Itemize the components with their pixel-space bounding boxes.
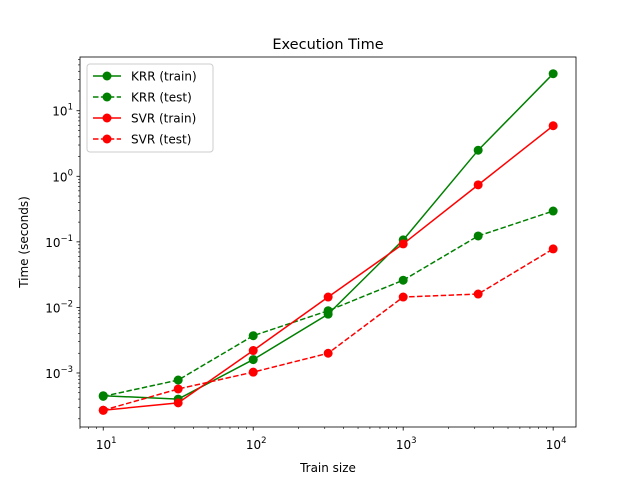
legend-label: SVR (test) (131, 133, 191, 147)
y-tick-label: 10−2 (45, 299, 73, 315)
data-point (248, 355, 258, 365)
data-point (548, 69, 558, 79)
axes-frame (79, 56, 577, 428)
data-point (248, 367, 258, 377)
legend-box (86, 63, 214, 153)
data-point (548, 244, 558, 254)
data-point (473, 180, 483, 190)
data-point (173, 398, 183, 408)
data-point (398, 292, 408, 302)
x-tick-label: 104 (546, 436, 567, 452)
data-point (473, 145, 483, 155)
y-axis-label: Time (seconds) (17, 196, 31, 289)
data-point (398, 239, 408, 249)
legend-label: KRR (test) (131, 91, 192, 105)
legend-label: KRR (train) (131, 70, 197, 84)
data-point (173, 375, 183, 385)
data-point (98, 391, 108, 401)
y-tick-label: 101 (52, 103, 73, 119)
data-point (473, 289, 483, 299)
plot-area: 101 102 103 104 10−3 10−2 10−1 100 101 (45, 56, 577, 452)
data-point (323, 348, 333, 358)
y-tick-label: 10−1 (45, 234, 73, 250)
x-tick-label: 101 (96, 436, 117, 452)
x-axis-label: Train size (299, 461, 356, 475)
series-line-1 (103, 210, 554, 398)
data-point (323, 292, 333, 302)
legend: KRR (train) KRR (test) SVR (train) SVR (tes… (86, 63, 214, 153)
data-point (248, 346, 258, 356)
series-line-3 (103, 248, 554, 411)
data-point (473, 231, 483, 241)
data-point (248, 331, 258, 341)
data-point (98, 405, 108, 415)
data-point (548, 121, 558, 131)
data-point (548, 206, 558, 216)
x-tick-label: 102 (246, 436, 267, 452)
chart-title: Execution Time (272, 37, 383, 53)
x-tick-label: 103 (396, 436, 417, 452)
legend-marker (102, 71, 112, 81)
legend-marker (102, 134, 112, 144)
legend-marker (102, 92, 112, 102)
data-point (323, 306, 333, 316)
data-point (173, 384, 183, 394)
y-tick-label: 10−3 (45, 365, 73, 381)
y-tick-label: 100 (52, 168, 73, 184)
data-point (398, 275, 408, 285)
legend-label: SVR (train) (131, 112, 196, 126)
series-line-2 (103, 125, 554, 412)
legend-marker (102, 113, 112, 123)
